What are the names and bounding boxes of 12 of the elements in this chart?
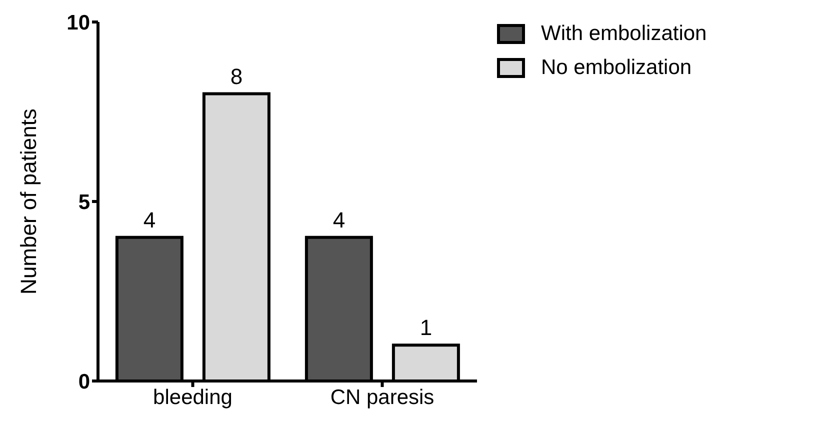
y-tick-label: 0 xyxy=(78,370,90,394)
x-tick-label: bleeding xyxy=(153,386,232,409)
data-label: 4 xyxy=(143,207,156,232)
data-label: 8 xyxy=(230,64,243,89)
data-label: 1 xyxy=(420,315,432,340)
y-axis-title: Number of patients xyxy=(16,108,41,294)
x-tick-label: CN paresis xyxy=(330,386,434,409)
legend-label: No embolization xyxy=(541,56,692,80)
legend-label: With embolization xyxy=(541,22,707,46)
y-tick-label: 5 xyxy=(78,190,90,214)
data-label: 4 xyxy=(332,207,346,232)
y-tick-label: 10 xyxy=(66,11,90,34)
